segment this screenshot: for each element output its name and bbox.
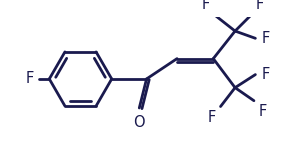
Text: F: F [261,67,270,82]
Text: F: F [256,0,264,12]
Text: F: F [201,0,210,12]
Text: F: F [261,31,270,46]
Text: F: F [26,71,34,86]
Text: F: F [259,104,267,119]
Text: F: F [207,110,215,125]
Text: O: O [133,115,145,130]
